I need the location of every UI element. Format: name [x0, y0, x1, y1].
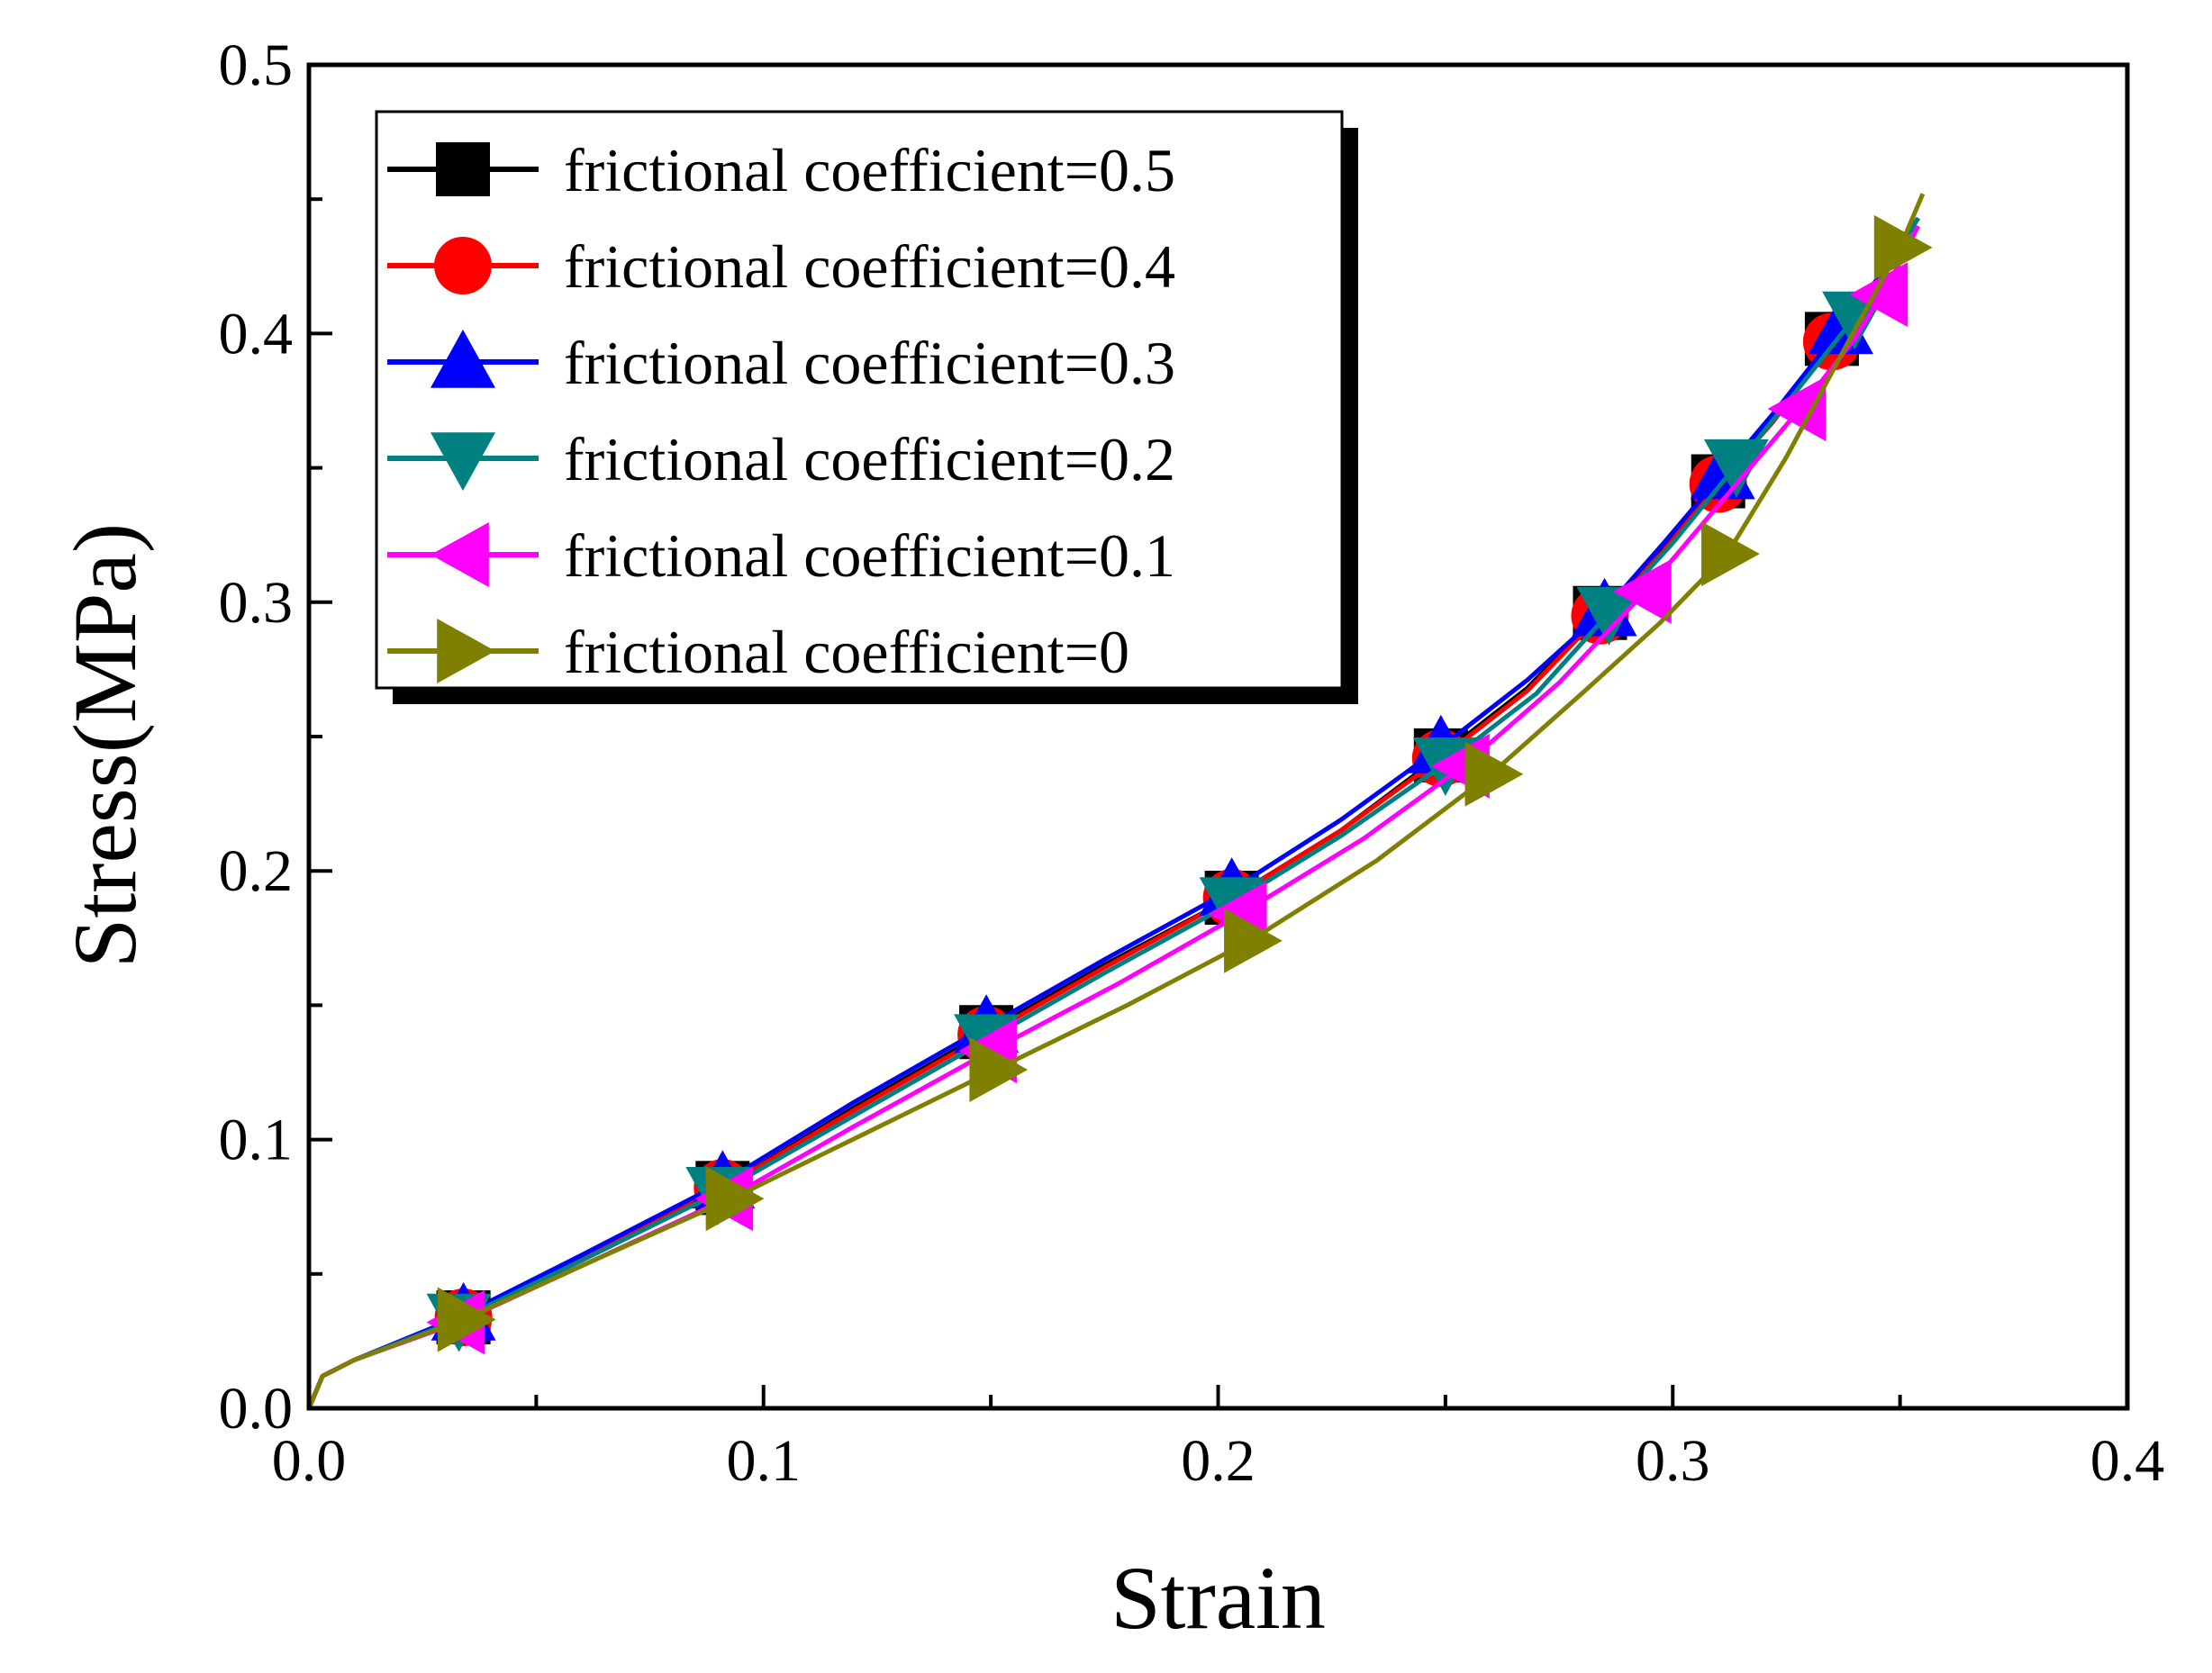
x-tick-label: 0.2	[1181, 1428, 1256, 1494]
legend-label: frictional coefficient=0.4	[564, 232, 1175, 301]
legend-marker	[431, 522, 489, 587]
legend-item: frictional coefficient=0.3	[387, 329, 1175, 397]
legend-item: frictional coefficient=0.1	[387, 521, 1175, 590]
legend-item: frictional coefficient=0.2	[387, 425, 1175, 493]
data-point	[1701, 521, 1760, 587]
legend: frictional coefficient=0.5 frictional coe…	[375, 110, 1358, 704]
y-tick-label: 0.3	[219, 570, 294, 636]
legend-marker	[431, 330, 495, 388]
data-point	[969, 1037, 1029, 1103]
legend-label: frictional coefficient=0	[564, 618, 1129, 686]
legend-item: frictional coefficient=0.5	[387, 136, 1175, 204]
y-axis-title: Stress(MPa)	[55, 523, 155, 968]
legend-marker	[431, 432, 495, 491]
y-tick-label: 0.0	[219, 1376, 294, 1442]
x-axis-title: Strain	[1111, 1548, 1326, 1648]
y-tick-label: 0.1	[219, 1108, 294, 1173]
legend-marker	[434, 237, 492, 294]
y-tick-label: 0.2	[219, 838, 294, 904]
y-tick-label: 0.5	[219, 32, 294, 98]
data-point	[1873, 214, 1933, 280]
legend-marker	[436, 142, 490, 196]
data-point	[705, 1166, 765, 1232]
y-tick-label: 0.4	[219, 301, 294, 366]
x-tick-label: 0.0	[272, 1428, 347, 1494]
legend-marker	[437, 619, 495, 683]
data-point	[437, 1287, 496, 1352]
ticks-layer: 0.0 0.1 0.2 0.3 0.4 0.0 0.1 0.2 0.3 0.4 0.5	[219, 32, 2165, 1494]
legend-label: frictional coefficient=0.1	[564, 521, 1175, 590]
series-5	[306, 193, 1933, 1409]
data-point	[1767, 375, 1827, 441]
legend-label: frictional coefficient=0.5	[564, 136, 1175, 204]
legend-box	[375, 110, 1344, 690]
data-point	[1612, 558, 1672, 624]
legend-item: frictional coefficient=0.4	[387, 232, 1175, 301]
legend-item: frictional coefficient=0	[387, 618, 1129, 686]
x-tick-label: 0.4	[2090, 1428, 2165, 1494]
data-point	[1576, 586, 1642, 646]
legend-label: frictional coefficient=0.2	[564, 425, 1175, 493]
legend-label: frictional coefficient=0.3	[564, 329, 1175, 397]
series-layer	[306, 193, 1933, 1409]
data-point	[1464, 741, 1524, 807]
x-tick-label: 0.3	[1636, 1428, 1710, 1494]
data-point	[1224, 908, 1283, 973]
data-point	[1849, 262, 1908, 328]
x-tick-label: 0.1	[727, 1428, 802, 1494]
data-point	[1703, 439, 1769, 498]
